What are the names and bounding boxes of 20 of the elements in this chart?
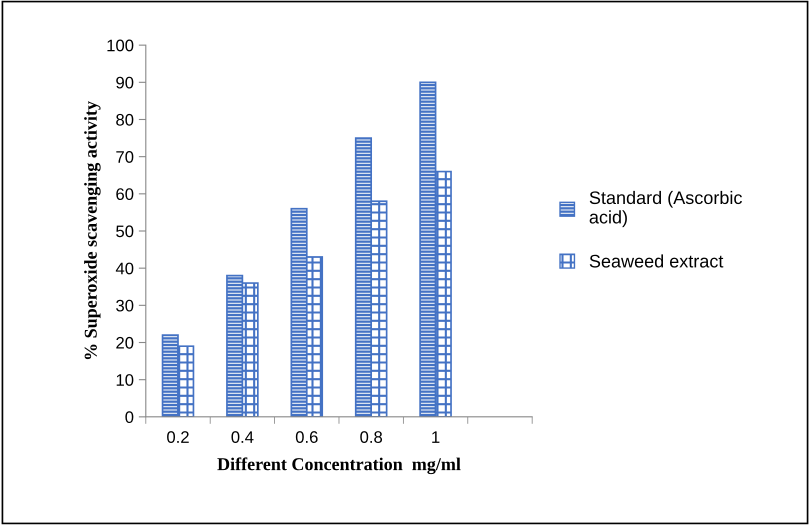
y-tick-label: 10 [116,374,134,386]
y-axis-title: % Superoxide scavenging activity [84,101,101,360]
x-tick-label: 0.6 [296,431,318,443]
x-tick-label: 0.8 [360,431,382,443]
y-tick-label: 20 [116,336,134,349]
y-tick-label: 30 [116,300,134,312]
legend-label: Seaweed extract [590,254,724,268]
legend-label: Standard (Ascorbic acid) [590,190,742,228]
y-tick-label: 0 [125,411,134,424]
y-tick-label: 60 [116,188,134,200]
y-tick-label: 40 [116,262,134,274]
y-tick-label: 100 [107,40,134,52]
y-tick-label: 90 [116,76,134,89]
x-axis-title: Different Concentration mg/ml [217,457,461,474]
x-tick-label: 0.4 [231,431,254,443]
x-tick-label: 0.2 [167,431,189,443]
y-tick-label: 50 [116,225,134,238]
x-tick-label: 1 [432,431,440,443]
y-tick-label: 70 [116,151,134,163]
y-tick-label: 80 [116,114,134,126]
